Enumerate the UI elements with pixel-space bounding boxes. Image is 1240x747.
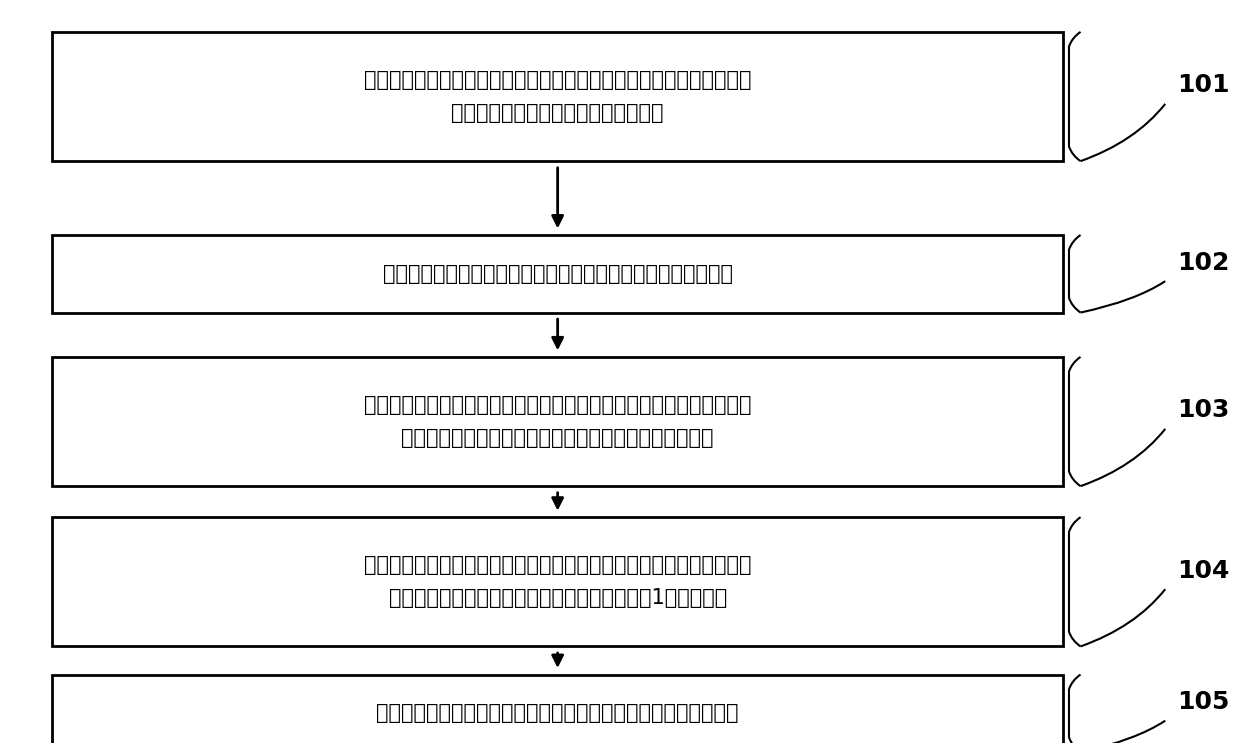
Text: 104: 104 bbox=[1177, 559, 1230, 583]
Text: 获取多组参数集，并使每组参数集中包括第一弹性体的弹性系数、第二
弹性体的弹性系数、阻尼器的黏滞系数、频率和介质密度: 获取多组参数集，并使每组参数集中包括第一弹性体的弹性系数、第二 弹性体的弹性系数… bbox=[363, 395, 751, 448]
Text: 确定标准线性固体模型有限差分解的稳定性条件的状态传递矩阵: 确定标准线性固体模型有限差分解的稳定性条件的状态传递矩阵 bbox=[383, 264, 733, 284]
FancyBboxPatch shape bbox=[52, 32, 1063, 161]
FancyBboxPatch shape bbox=[52, 675, 1063, 747]
Text: 105: 105 bbox=[1177, 690, 1230, 714]
Text: 101: 101 bbox=[1177, 73, 1230, 97]
FancyBboxPatch shape bbox=[52, 235, 1063, 312]
FancyBboxPatch shape bbox=[52, 357, 1063, 486]
Text: 确定计算得出的时间步长为标准线性固体模型的稳定性条件数值解: 确定计算得出的时间步长为标准线性固体模型的稳定性条件数值解 bbox=[377, 703, 739, 723]
Text: 构建标准线性固体模型，并使模型包括彼此串联的第一弹性体和第二弹
性体、以及与第一弹性体并联的阻尼器: 构建标准线性固体模型，并使模型包括彼此串联的第一弹性体和第二弹 性体、以及与第一… bbox=[363, 70, 751, 123]
Text: 在设定的空间差分精度和空间网格步长下，依次利用各组参数集并通过
计算机计算使得状态传递矩阵的特征值的模小于1的时间步长: 在设定的空间差分精度和空间网格步长下，依次利用各组参数集并通过 计算机计算使得状… bbox=[363, 556, 751, 608]
FancyBboxPatch shape bbox=[52, 517, 1063, 646]
Text: 103: 103 bbox=[1177, 398, 1230, 423]
Text: 102: 102 bbox=[1177, 251, 1230, 275]
